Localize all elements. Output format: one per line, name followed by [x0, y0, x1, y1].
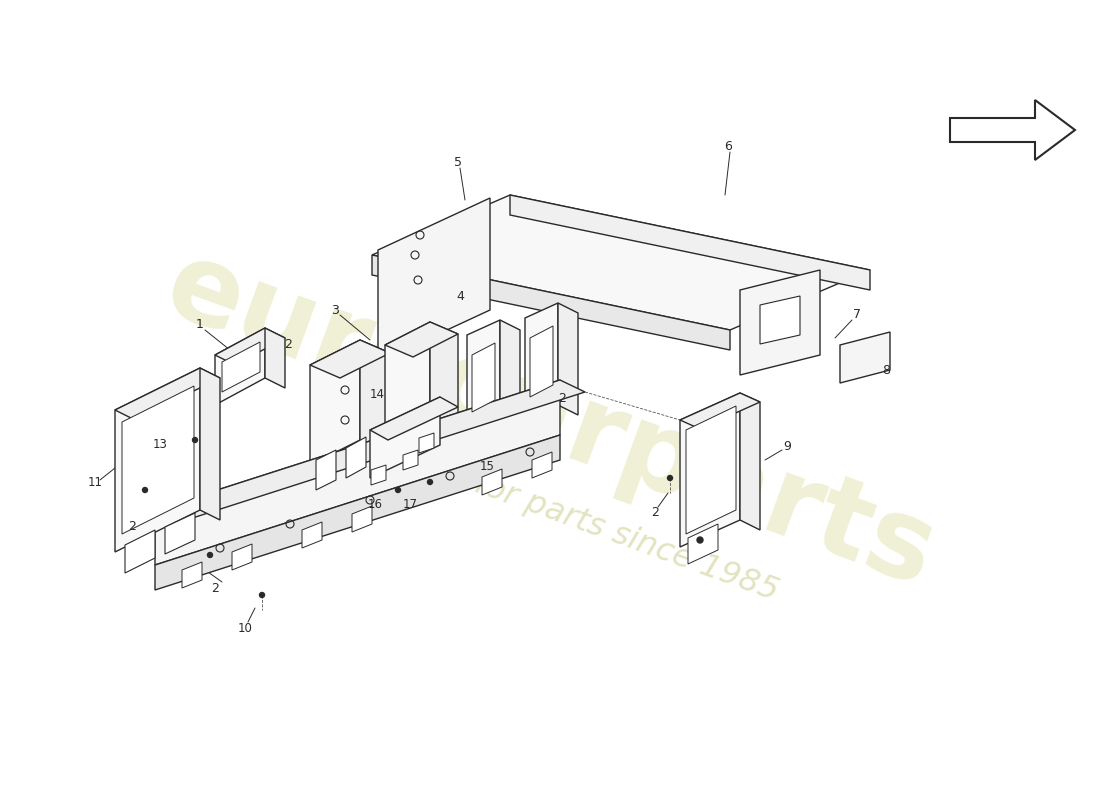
Polygon shape	[378, 198, 490, 362]
Polygon shape	[310, 340, 390, 378]
Circle shape	[192, 438, 198, 442]
Polygon shape	[155, 380, 560, 565]
Polygon shape	[182, 562, 202, 588]
Polygon shape	[740, 270, 820, 375]
Text: 17: 17	[403, 498, 418, 511]
Text: 14: 14	[370, 387, 385, 401]
Text: 16: 16	[367, 498, 383, 511]
Text: 1: 1	[196, 318, 204, 331]
Text: 2: 2	[651, 506, 659, 519]
Text: 2: 2	[128, 519, 136, 533]
Polygon shape	[370, 397, 458, 440]
Circle shape	[396, 487, 400, 493]
Polygon shape	[155, 380, 585, 522]
Polygon shape	[686, 406, 736, 534]
Polygon shape	[500, 320, 520, 430]
Circle shape	[143, 487, 147, 493]
Polygon shape	[122, 386, 194, 534]
Polygon shape	[468, 320, 500, 435]
Polygon shape	[419, 433, 435, 453]
Text: 6: 6	[724, 141, 732, 154]
Polygon shape	[558, 303, 578, 415]
Polygon shape	[840, 332, 890, 383]
Polygon shape	[165, 513, 195, 554]
Polygon shape	[530, 326, 553, 397]
Polygon shape	[385, 322, 430, 443]
Polygon shape	[482, 469, 502, 495]
Polygon shape	[310, 340, 360, 465]
Text: 5: 5	[454, 157, 462, 170]
Circle shape	[697, 537, 703, 543]
Text: 11: 11	[88, 477, 102, 490]
Polygon shape	[525, 303, 558, 420]
Polygon shape	[740, 393, 760, 530]
Polygon shape	[352, 506, 372, 532]
Polygon shape	[302, 522, 322, 548]
Polygon shape	[222, 342, 260, 392]
Text: 8: 8	[882, 363, 890, 377]
Text: 3: 3	[331, 303, 339, 317]
Circle shape	[668, 475, 672, 481]
Circle shape	[260, 593, 264, 598]
Text: 7: 7	[852, 309, 861, 322]
Polygon shape	[680, 393, 740, 547]
Text: a passion for parts since 1985: a passion for parts since 1985	[318, 413, 782, 607]
Polygon shape	[232, 544, 252, 570]
Text: 13: 13	[153, 438, 167, 451]
Polygon shape	[316, 450, 336, 490]
Polygon shape	[688, 524, 718, 564]
Polygon shape	[214, 328, 265, 405]
Polygon shape	[116, 368, 200, 552]
Polygon shape	[430, 322, 458, 432]
Text: 2: 2	[211, 582, 219, 594]
Text: 10: 10	[238, 622, 252, 634]
Polygon shape	[125, 530, 155, 573]
Circle shape	[208, 553, 212, 558]
Polygon shape	[265, 328, 285, 388]
Polygon shape	[116, 368, 220, 420]
Text: 9: 9	[783, 441, 791, 454]
Polygon shape	[346, 437, 366, 478]
Polygon shape	[214, 328, 285, 365]
Polygon shape	[510, 195, 870, 290]
Polygon shape	[360, 340, 390, 453]
Polygon shape	[532, 452, 552, 478]
Text: 4: 4	[456, 290, 464, 303]
Circle shape	[428, 479, 432, 485]
Polygon shape	[760, 296, 800, 344]
Text: eurocarparts: eurocarparts	[151, 231, 949, 609]
Text: 15: 15	[480, 461, 494, 474]
Polygon shape	[372, 195, 870, 330]
Text: 2: 2	[558, 391, 565, 405]
Polygon shape	[155, 435, 560, 590]
Polygon shape	[950, 100, 1075, 160]
Polygon shape	[370, 397, 440, 478]
Polygon shape	[680, 393, 760, 429]
Text: 2: 2	[284, 338, 292, 350]
Polygon shape	[403, 450, 418, 470]
Polygon shape	[472, 343, 495, 412]
Polygon shape	[371, 465, 386, 485]
Polygon shape	[385, 322, 458, 357]
Polygon shape	[388, 428, 408, 465]
Polygon shape	[200, 368, 220, 520]
Polygon shape	[372, 255, 730, 350]
